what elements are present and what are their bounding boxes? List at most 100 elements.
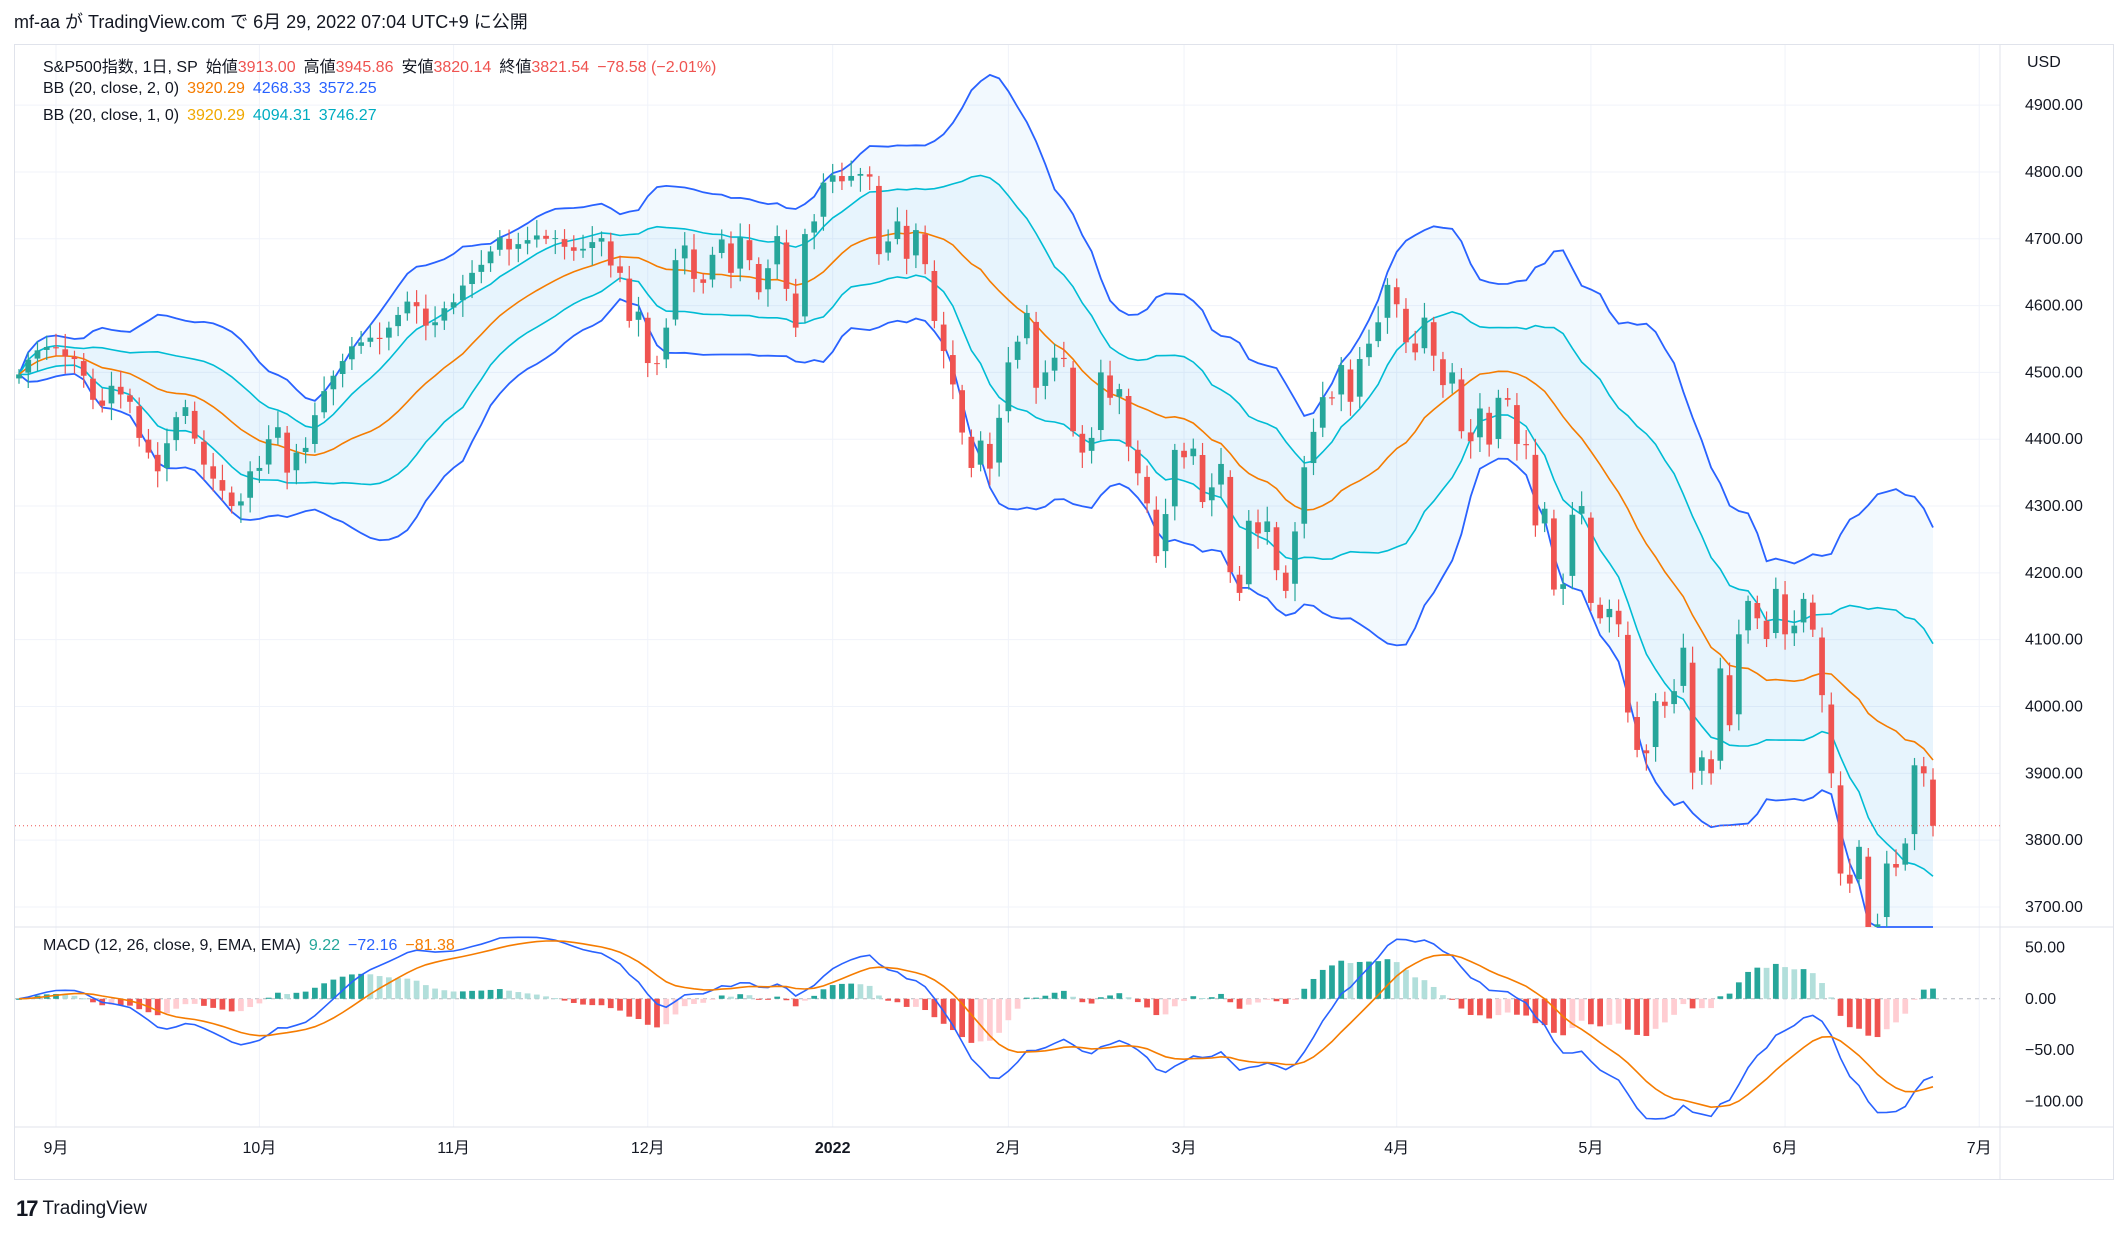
macd-histogram-bar [792,998,799,1007]
macd-histogram-bar [1458,998,1465,1009]
price-tick-label: 3800.00 [2025,832,2083,849]
macd-histogram-bar [709,998,716,1000]
candle-body [1819,637,1825,696]
candle-body [1809,602,1816,630]
macd-histogram-bar [154,998,161,1016]
macd-histogram-bar [302,991,309,999]
macd-histogram-bar [552,998,559,1000]
macd-histogram-bar [580,998,586,1005]
candle-body [1634,717,1640,750]
macd-histogram-bar [1486,998,1493,1019]
macd-histogram-bar [1698,998,1705,1009]
macd-histogram-bar [533,994,540,999]
macd-histogram-bar [1070,996,1076,999]
candle-body [1023,312,1030,339]
legend-open: 3913.00 [237,59,296,76]
candle-body [598,238,605,242]
macd-histogram-bar [765,998,771,1000]
macd-histogram-bar [1791,969,1798,999]
bb-inner-fill [19,175,1933,877]
macd-histogram-bar [950,998,956,1031]
macd-histogram-bar [164,998,170,1014]
macd-histogram-bar [672,998,679,1015]
macd-histogram-bar [358,973,364,999]
macd-histogram-bar [1033,997,1039,999]
price-tick-label: 4800.00 [2025,164,2083,181]
candle-body [1218,463,1224,485]
macd-histogram-bar [284,994,291,999]
candle-body [755,264,762,293]
macd-histogram-bar [524,993,531,999]
macd-histogram-bar [783,998,790,1001]
macd-histogram-bar [1125,997,1132,999]
macd-histogram-bar [1273,998,1280,1002]
macd-histogram-bar [1578,998,1585,1021]
candle-body [931,270,938,321]
candle-body [1514,405,1520,444]
macd-histogram-bar [1735,982,1742,999]
macd-histogram-bar [1310,978,1317,999]
candle-body [1661,701,1668,706]
candle-body [1005,362,1012,412]
candle-body [154,454,161,472]
macd-histogram-bar [339,976,346,999]
candle-body [1856,846,1862,880]
macd-histogram-bar [968,998,975,1043]
candle-body [1689,662,1696,773]
candle-body [515,244,522,249]
macd-histogram-bar [1005,998,1012,1021]
tradingview-logo-icon: 17 [16,1196,39,1221]
candle-body [1097,372,1104,431]
macd-histogram-bar [182,998,189,1005]
candle-body [496,237,503,250]
candle-body [34,350,41,359]
macd-histogram-bar [1846,998,1853,1028]
bb-outer-upper-line [18,73,1934,565]
chart-frame[interactable]: 4900.00 4800.00 4700.00 4600.00 4500.00 4400.… [14,44,2114,1180]
macd-histogram-bar [53,993,59,999]
macd-histogram-bar [857,984,864,999]
candle-body [839,176,845,182]
candle-body [1763,620,1770,640]
candle-body [811,221,818,233]
legend-bb2-upper: 4268.33 [252,80,311,97]
candle-body [265,439,272,465]
macd-histogram-bar [746,995,753,999]
candle-body [940,324,947,352]
macd-histogram-bar [1042,995,1049,999]
macd-histogram-bar [1569,998,1576,1028]
macd-histogram-bar [1375,961,1382,999]
candle-body [404,301,411,314]
macd-histogram-bar [201,998,207,1006]
candle-body [1449,372,1456,384]
macd-histogram-bar [173,998,180,1009]
footer-branding: 17 TradingView [16,1196,147,1222]
candle-body [191,410,198,439]
macd-histogram-bar [1800,969,1807,999]
macd-histogram-bar [1467,998,1474,1015]
macd-histogram-bar [1107,995,1113,999]
macd-histogram-bar [1338,960,1345,999]
macd-histogram-bar [515,992,522,999]
candle-body [1338,365,1345,395]
candle-body [293,452,300,471]
candle-body [913,230,919,256]
candle-body [1504,398,1511,400]
macd-histogram-bar [755,998,762,1000]
candle-body [1708,759,1714,774]
candle-body [145,439,152,453]
macd-histogram-bar [617,998,623,1011]
candle-body [1911,765,1918,835]
candle-body [543,235,549,239]
candle-body [302,447,309,453]
candle-body [164,443,170,468]
legend-bb1-lower: 3746.27 [318,107,377,124]
legend-bb2-lower: 3572.25 [318,80,377,97]
chart-svg[interactable]: 4900.00 4800.00 4700.00 4600.00 4500.00 4400.… [15,45,2113,1179]
candle-body [1893,864,1899,868]
candle-body [358,342,364,346]
candle-body [1134,449,1141,474]
candle-body [1199,454,1206,503]
macd-histogram-bar [1430,986,1437,999]
macd-histogram-bar [210,998,217,1008]
